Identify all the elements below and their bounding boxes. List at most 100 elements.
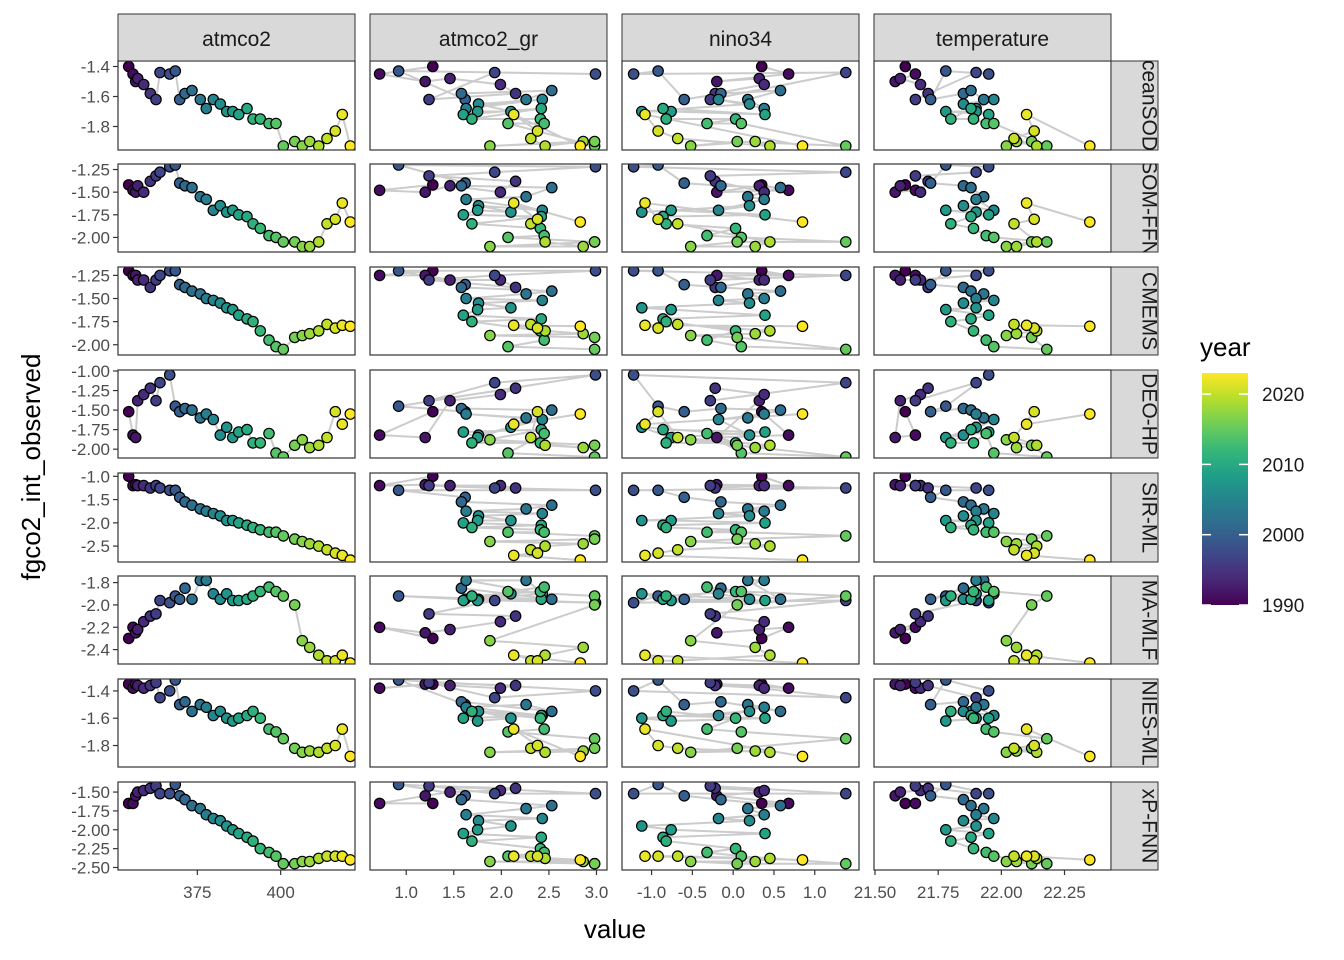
data-point [329, 125, 342, 137]
data-point [539, 649, 551, 661]
data-point [509, 382, 522, 394]
data-point [909, 479, 922, 492]
data-point [277, 343, 290, 355]
data-point [484, 140, 496, 150]
data-point [749, 855, 761, 868]
data-point [729, 712, 742, 724]
panel-CSIR-ML6-atmco2 [117, 472, 356, 563]
data-point [169, 782, 182, 791]
panel-VLIZ-SOMFFN-atmco2 [117, 781, 356, 871]
panel-SOM-FFN-temperature [873, 163, 1112, 253]
data-point [965, 799, 977, 812]
data-point [444, 623, 456, 636]
data-point [1084, 657, 1096, 664]
data-point [980, 334, 992, 346]
data-point [894, 180, 907, 192]
data-point [539, 746, 551, 759]
strip-nino34 [621, 13, 860, 62]
data-point [502, 340, 514, 353]
data-point [524, 431, 537, 444]
data-point [731, 599, 743, 611]
data-point [743, 199, 756, 212]
x-tick-label: 400 [266, 883, 294, 902]
data-point [839, 236, 852, 248]
y-tick-label: -1.6 [81, 88, 110, 107]
panel-JMA-MLR-nino34 [621, 575, 860, 665]
data-point [967, 842, 980, 855]
data-point [924, 698, 937, 711]
data-point [336, 418, 349, 430]
row-strip-label: SOM-FFN [1138, 160, 1161, 256]
data-point [839, 732, 852, 745]
data-point [684, 855, 697, 868]
data-point [652, 850, 664, 862]
data-point [970, 576, 982, 587]
data-point [574, 657, 587, 664]
data-point [509, 610, 522, 622]
data-point [1030, 236, 1043, 248]
data-point [755, 797, 768, 810]
data-point [1010, 441, 1023, 454]
data-point [764, 439, 776, 452]
colorbar [1202, 373, 1248, 605]
data-point [423, 608, 435, 620]
data-point [466, 113, 478, 125]
data-point [460, 808, 472, 821]
data-point [701, 229, 713, 242]
data-point [137, 186, 150, 198]
data-point [731, 742, 743, 755]
data-point [1084, 140, 1096, 150]
data-point [1084, 554, 1096, 562]
row-strip-JMA-MLR [1110, 369, 1159, 459]
data-point [509, 87, 522, 100]
y-tick-label: -1.8 [81, 737, 110, 756]
row-strip-LDEO-HPD [1110, 678, 1159, 768]
panel-border [621, 472, 860, 563]
data-point [671, 543, 684, 556]
data-point [154, 691, 166, 704]
data-point [277, 732, 290, 745]
data-point [270, 117, 282, 130]
data-point [423, 274, 435, 286]
data-point [755, 61, 768, 73]
time-path [379, 475, 596, 562]
data-point [758, 193, 770, 206]
data-point [1084, 408, 1096, 420]
data-point [241, 102, 253, 115]
data-point [531, 322, 544, 334]
data-point [774, 84, 787, 97]
data-point [589, 484, 602, 497]
y-tick-label: -1.6 [81, 709, 110, 728]
data-point [247, 835, 259, 847]
panel-CSIR-ML6-atmco2_gr [369, 472, 608, 563]
data-point [982, 209, 995, 221]
data-point [1041, 857, 1053, 870]
data-point [782, 68, 795, 80]
data-point [214, 429, 227, 441]
data-point [627, 596, 640, 609]
data-point [1008, 132, 1020, 145]
data-point [263, 427, 275, 440]
y-tick-label: -2.50 [71, 858, 110, 877]
data-point [1000, 329, 1013, 342]
data-point [759, 827, 771, 840]
data-point [639, 319, 651, 332]
data-point [321, 132, 333, 145]
data-point [129, 431, 142, 444]
data-point [509, 175, 522, 188]
data-point [957, 695, 970, 708]
data-point [715, 281, 727, 294]
data-point [373, 429, 386, 441]
data-point [574, 320, 587, 333]
data-point [982, 370, 995, 381]
data-point [764, 236, 776, 248]
data-point [894, 786, 907, 798]
data-point [909, 394, 922, 407]
data-point [1000, 240, 1013, 252]
data-point [466, 590, 478, 602]
data-point [321, 431, 333, 444]
data-point [660, 521, 672, 534]
data-point [839, 482, 852, 494]
data-point [588, 135, 601, 148]
data-point [1028, 739, 1040, 752]
